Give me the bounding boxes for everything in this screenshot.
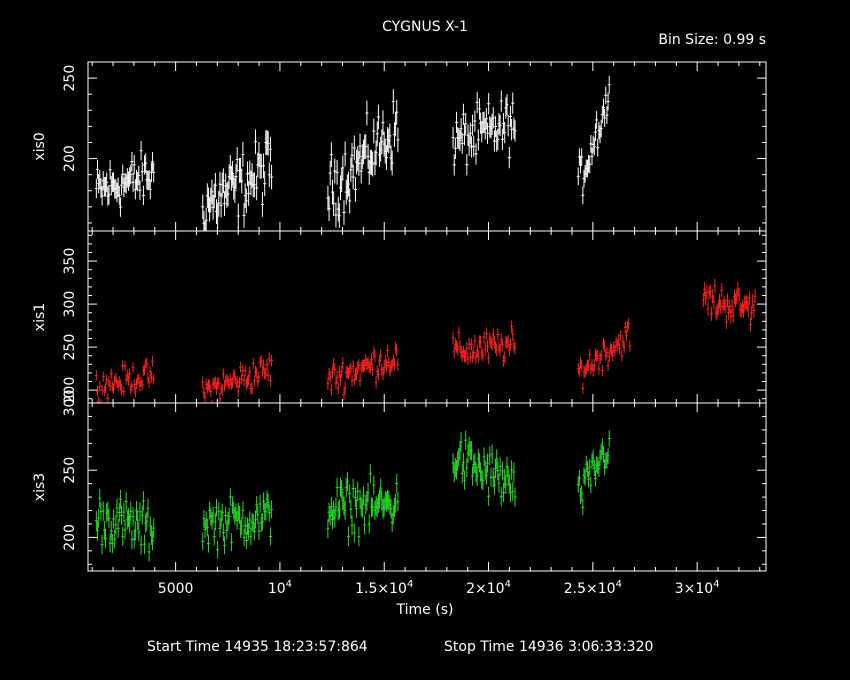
y-tick-label: 200 bbox=[62, 145, 78, 172]
y-tick-label: 300 bbox=[62, 291, 78, 318]
chart-title: CYGNUS X-1 bbox=[382, 19, 468, 35]
start-time-label: Start Time 14935 18:23:57:864 bbox=[147, 639, 368, 655]
x-tick-label: 3×104 bbox=[675, 579, 720, 597]
panel-xis1: 200 250 300 350 xis1 bbox=[32, 230, 767, 404]
panel-xis3: 200 250 300 xis3 bbox=[32, 390, 767, 572]
y-axis-label: xis1 bbox=[32, 303, 48, 331]
y-tick-label: 300 bbox=[62, 390, 78, 417]
x-tick-label: 1.5×104 bbox=[355, 579, 413, 597]
bin-size-label: Bin Size: 0.99 s bbox=[658, 32, 766, 48]
y-tick-label: 200 bbox=[62, 377, 78, 404]
panel-frame bbox=[87, 61, 767, 232]
y-tick-label: 200 bbox=[62, 524, 78, 551]
x-tick-label: 104 bbox=[268, 579, 292, 597]
x-tick-label: 2.5×104 bbox=[564, 579, 622, 597]
stop-time-label: Stop Time 14936 3:06:33:320 bbox=[444, 639, 653, 655]
y-tick-label: 250 bbox=[62, 334, 78, 361]
y-axis-label: xis0 bbox=[32, 132, 48, 160]
panel-frame bbox=[87, 230, 767, 404]
x-tick-label: 2×104 bbox=[466, 579, 511, 597]
y-tick-label: 350 bbox=[62, 248, 78, 275]
y-tick-label: 250 bbox=[62, 457, 78, 484]
x-axis-label: Time (s) bbox=[396, 602, 454, 618]
series-xis3 bbox=[94, 430, 611, 562]
y-axis-label: xis3 bbox=[32, 473, 48, 501]
panels-group: 200 250 xis0 200 250 300 350 xis1 200 250 300 xis3 bbox=[32, 61, 767, 572]
panel-frame bbox=[87, 402, 767, 572]
y-tick-label: 250 bbox=[62, 65, 78, 92]
x-tick-label: 5000 bbox=[158, 581, 194, 597]
series-xis1 bbox=[94, 278, 757, 403]
series-xis0 bbox=[94, 75, 611, 231]
x-tick-labels: 5000 104 1.5×104 2×104 2.5×104 3×104 bbox=[158, 579, 720, 597]
panel-xis0: 200 250 xis0 bbox=[32, 61, 767, 232]
